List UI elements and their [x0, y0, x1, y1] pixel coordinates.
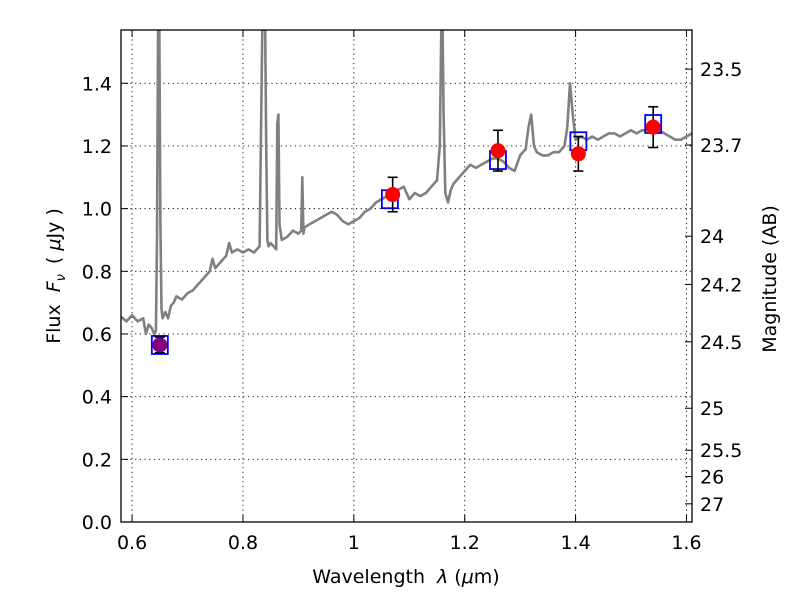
observed-point [570, 146, 586, 162]
observed-point [385, 187, 401, 203]
y2-axis-label: Magnitude (AB) [759, 205, 781, 353]
x-tick-label: 0.8 [228, 532, 258, 554]
x-tick-label: 1.2 [450, 532, 480, 554]
magnitude-tick-label: 23.7 [700, 135, 742, 157]
magnitude-tick-label: 23.5 [700, 59, 742, 81]
x-tick-label: 0.6 [117, 532, 147, 554]
model-photometry-box [150, 335, 169, 355]
y-tick-label: 0.6 [82, 324, 112, 346]
plot-area [121, 30, 692, 355]
y-tick-label: 1.2 [82, 136, 112, 158]
plot-frame [120, 29, 693, 523]
x-tick-label: 1.4 [560, 532, 590, 554]
observed-point [152, 337, 168, 353]
magnitude-tick-label: 24.5 [700, 332, 742, 354]
axis-ticks: 0.6 0.8 1 1.2 1.4 1.6 0.0 0.2 0.4 0.6 0.8 1.0 1.2 1.4… [82, 30, 742, 554]
observed-point [645, 119, 661, 135]
x-tick-label: 1.6 [671, 532, 701, 554]
y-tick-label: 0.2 [82, 449, 112, 471]
y-tick-label: 0.8 [82, 261, 112, 283]
y-tick-label: 1.0 [82, 199, 112, 221]
magnitude-tick-label: 27 [700, 494, 724, 516]
x-tick-label: 1 [348, 532, 360, 554]
magnitude-tick-label: 25 [700, 398, 724, 420]
observed-photometry-series [152, 105, 661, 354]
y-tick-label: 0.4 [82, 387, 112, 409]
magnitude-tick-label: 26 [700, 467, 724, 489]
magnitude-tick-label: 24 [700, 226, 724, 248]
magnitude-tick-label: 25.5 [700, 440, 742, 462]
observed-point [490, 143, 506, 159]
y-tick-label: 1.4 [82, 73, 112, 95]
y-tick-label: 0.0 [82, 512, 112, 534]
spectrum-line [121, 30, 692, 336]
magnitude-tick-label: 24.2 [700, 274, 742, 296]
y-axis-label: FluxFν( μJy ) [43, 208, 69, 344]
x-axis-label: Wavelength λ (μm) [312, 566, 499, 588]
